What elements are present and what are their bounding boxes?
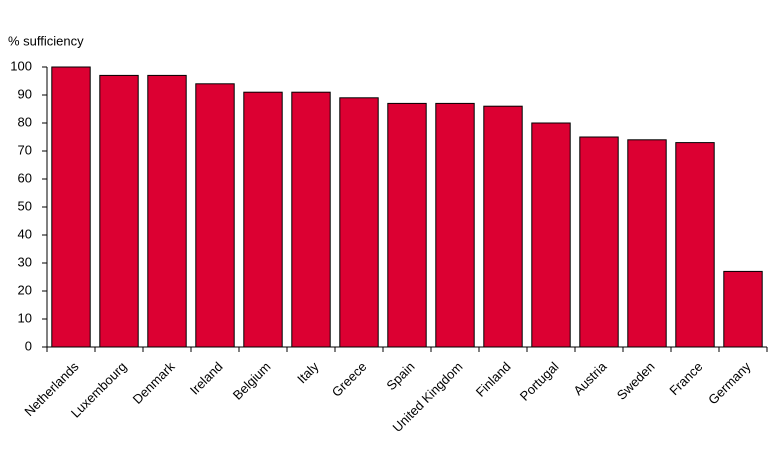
- x-tick-label: Germany: [705, 359, 754, 408]
- x-tick-label: Italy: [294, 359, 322, 387]
- bar: [723, 270, 763, 348]
- x-tick-label: Portugal: [517, 359, 562, 404]
- bar: [627, 139, 667, 348]
- bar: [99, 74, 139, 348]
- x-tick-label: Sweden: [614, 359, 658, 403]
- y-tick-label: 80: [18, 114, 32, 129]
- y-tick-label: 90: [18, 86, 32, 101]
- bar: [243, 91, 283, 348]
- y-tick-label: 100: [10, 58, 32, 73]
- y-tick-label: 60: [18, 170, 32, 185]
- bar: [387, 102, 427, 348]
- y-tick-label: 30: [18, 254, 32, 269]
- x-tick-label: Austria: [570, 358, 610, 398]
- y-tick-label: 20: [18, 282, 32, 297]
- bar: [531, 122, 571, 348]
- x-tick-label: Greece: [329, 359, 370, 400]
- x-tick-label: Belgium: [230, 359, 274, 403]
- y-tick-label: 70: [18, 142, 32, 157]
- x-tick-label: Ireland: [187, 359, 226, 398]
- bar: [195, 83, 235, 348]
- bar: [339, 97, 379, 348]
- y-tick-label: 40: [18, 226, 32, 241]
- bar: [147, 74, 187, 348]
- x-tick-label: Denmark: [130, 359, 178, 407]
- bar: [435, 102, 475, 348]
- bar: [483, 105, 523, 348]
- x-tick-label: France: [666, 359, 705, 398]
- y-tick-label: 50: [18, 198, 32, 213]
- bar: [291, 91, 331, 348]
- bar: [675, 142, 715, 348]
- y-tick-label: 10: [18, 310, 32, 325]
- bar: [579, 136, 619, 348]
- y-tick-label: 0: [25, 338, 32, 353]
- bar: [51, 66, 91, 348]
- x-tick-label: Finland: [473, 359, 514, 400]
- x-tick-label: Spain: [383, 359, 417, 393]
- y-axis-label: % sufficiency: [8, 33, 84, 48]
